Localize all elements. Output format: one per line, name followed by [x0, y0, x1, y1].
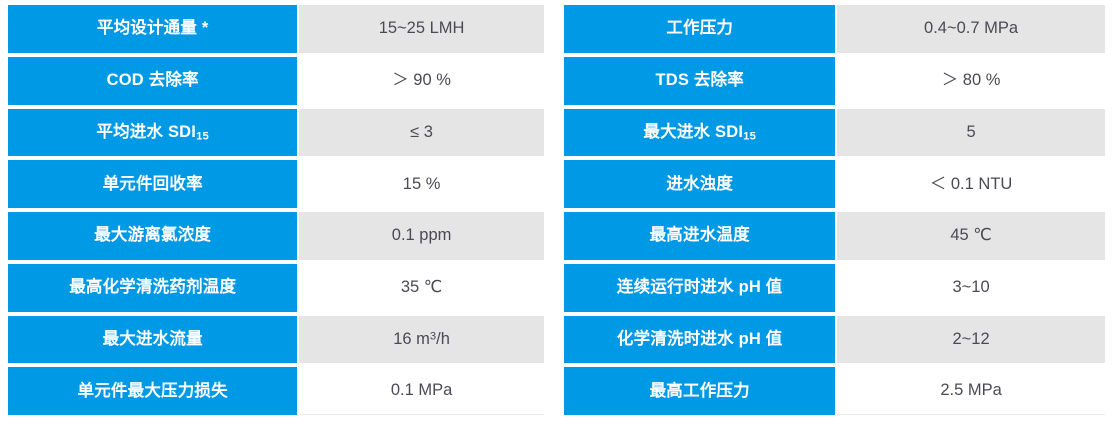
table-row: 单元件最大压力损失 0.1 MPa 最高工作压力 2.5 MPa	[8, 367, 1105, 415]
parameter-value-prefix: 16 m	[393, 329, 430, 348]
column-gap	[544, 160, 565, 208]
parameter-label: 最高化学清洗药剂温度	[8, 263, 298, 312]
parameter-label: 最高工作压力	[564, 367, 836, 415]
parameter-label-subscript: 15	[196, 130, 209, 143]
parameter-label-base: 最大进水 SDI	[643, 122, 744, 141]
parameter-label: 最大进水 SDI15	[564, 108, 836, 157]
parameter-value: 3~10	[837, 263, 1105, 312]
parameter-label: 化学清洗时进水 pH 值	[564, 315, 836, 364]
column-gap	[544, 212, 565, 260]
column-gap	[544, 109, 565, 157]
parameter-value: 45 ℃	[837, 212, 1105, 260]
parameter-value: ≤ 3	[299, 108, 544, 157]
parameter-label: 平均设计通量 *	[8, 5, 298, 53]
parameter-value: 0.1 ppm	[299, 212, 544, 260]
column-gap	[544, 316, 565, 364]
parameter-value: 35 ℃	[299, 263, 544, 312]
table-row: 最大进水流量 16 m3/h 化学清洗时进水 pH 值 2~12	[8, 315, 1105, 364]
parameter-label: TDS 去除率	[564, 56, 836, 105]
parameter-label: 单元件回收率	[8, 160, 298, 208]
table-row: 平均设计通量 * 15~25 LMH 工作压力 0.4~0.7 MPa	[8, 5, 1105, 53]
parameter-value: 2~12	[837, 315, 1105, 364]
column-gap	[544, 57, 565, 105]
table-row: 最大游离氯浓度 0.1 ppm 最高进水温度 45 ℃	[8, 212, 1105, 260]
parameter-label: COD 去除率	[8, 56, 298, 105]
parameter-value: ＜ 0.1 NTU	[837, 160, 1105, 208]
parameter-value: ＞ 80 %	[837, 56, 1105, 105]
parameter-label: 工作压力	[564, 5, 836, 53]
column-gap	[544, 367, 565, 415]
column-gap	[544, 264, 565, 312]
table-row: 最高化学清洗药剂温度 35 ℃ 连续运行时进水 pH 值 3~10	[8, 263, 1105, 312]
parameter-label: 进水浊度	[564, 160, 836, 208]
parameter-value: ＞ 90 %	[299, 56, 544, 105]
parameter-value: 2.5 MPa	[837, 367, 1105, 415]
parameter-value: 0.1 MPa	[299, 367, 544, 415]
parameter-label: 最高进水温度	[564, 212, 836, 260]
parameter-label: 单元件最大压力损失	[8, 367, 298, 415]
parameter-value: 16 m3/h	[299, 315, 544, 364]
parameter-value: 15~25 LMH	[299, 5, 544, 53]
parameter-label: 平均进水 SDI15	[8, 108, 298, 157]
parameter-value: 5	[837, 108, 1105, 157]
parameter-value-suffix: /h	[436, 329, 450, 348]
parameter-label-subscript: 15	[743, 130, 757, 143]
parameter-label: 连续运行时进水 pH 值	[564, 263, 836, 312]
table-row: 平均进水 SDI15 ≤ 3 最大进水 SDI15 5	[8, 108, 1105, 157]
parameter-value: 0.4~0.7 MPa	[837, 5, 1105, 53]
parameter-label-base: 平均进水 SDI	[96, 122, 197, 141]
column-gap	[544, 5, 565, 53]
parameter-value-superscript: 3	[429, 330, 437, 343]
parameter-value: 15 %	[299, 160, 544, 208]
table-row: COD 去除率 ＞ 90 % TDS 去除率 ＞ 80 %	[8, 56, 1105, 105]
parameter-label: 最大进水流量	[8, 315, 298, 364]
parameter-label: 最大游离氯浓度	[8, 212, 298, 260]
table-row: 单元件回收率 15 % 进水浊度 ＜ 0.1 NTU	[8, 160, 1105, 208]
